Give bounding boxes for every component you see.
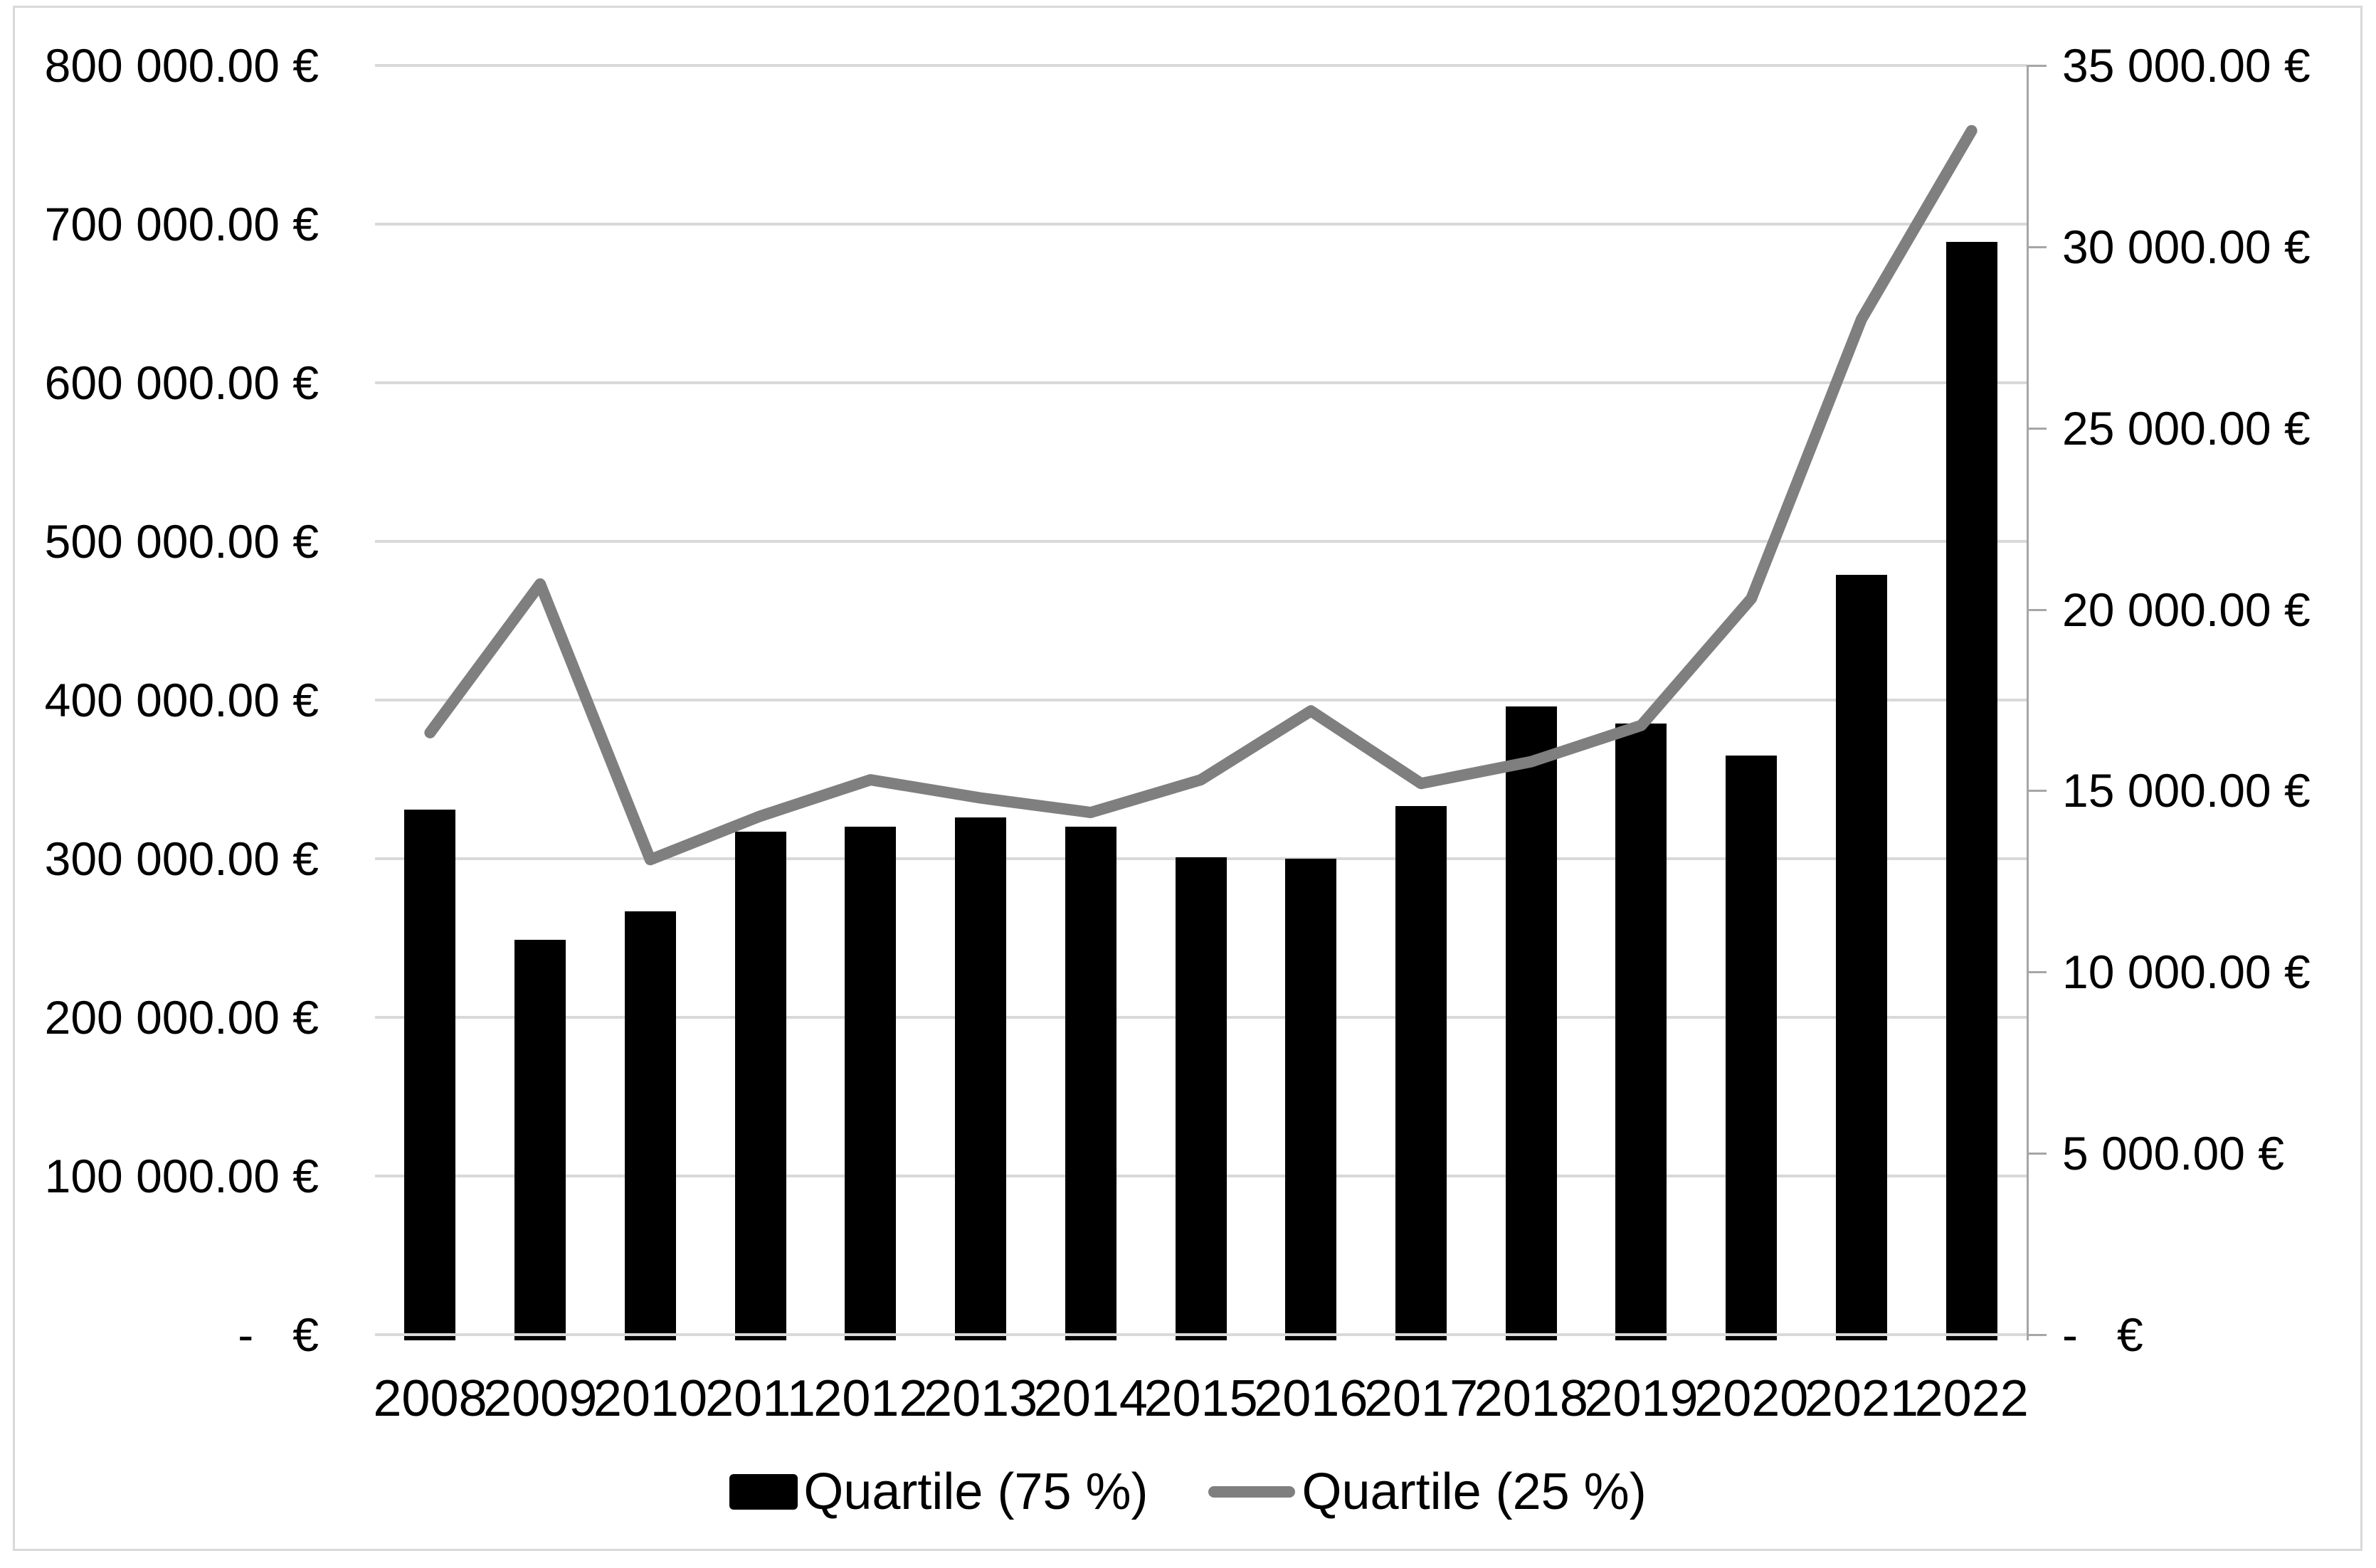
secondary-axis-line xyxy=(2027,65,2029,1340)
x-axis-label-2021: 2021 xyxy=(1804,1370,1919,1427)
secondary-axis-tick xyxy=(2027,1334,2047,1336)
right-axis-label: - € xyxy=(2062,1308,2143,1361)
legend-label-quartile-25: Quartile (25 %) xyxy=(1301,1463,1647,1520)
bar-2009 xyxy=(514,939,566,1340)
right-axis-label: 35 000.00 € xyxy=(2062,39,2311,92)
gridline xyxy=(375,699,2027,701)
left-axis-label: 100 000.00 € xyxy=(44,1150,319,1202)
legend-line-swatch-icon xyxy=(1208,1486,1295,1498)
right-axis-label: 10 000.00 € xyxy=(2062,945,2311,999)
right-axis-label: 25 000.00 € xyxy=(2062,401,2311,455)
bar-2020 xyxy=(1726,756,1778,1340)
secondary-axis-tick xyxy=(2027,427,2047,430)
gridline xyxy=(375,381,2027,384)
right-axis-label: 30 000.00 € xyxy=(2062,220,2311,273)
left-axis-label: 500 000.00 € xyxy=(44,515,319,568)
x-axis-label-2017: 2017 xyxy=(1363,1370,1479,1427)
secondary-axis-tick xyxy=(2027,971,2047,974)
left-axis-label: 700 000.00 € xyxy=(44,198,319,250)
gridline xyxy=(375,64,2027,67)
bar-2014 xyxy=(1065,827,1116,1340)
x-axis-label-2011: 2011 xyxy=(705,1370,815,1427)
right-axis-label: 5 000.00 € xyxy=(2062,1127,2284,1180)
left-axis-label: 200 000.00 € xyxy=(44,991,319,1044)
secondary-axis-tick xyxy=(2027,1153,2047,1155)
x-axis-label-2016: 2016 xyxy=(1254,1370,1368,1427)
bar-2013 xyxy=(955,817,1007,1340)
x-axis-label-2009: 2009 xyxy=(483,1370,598,1427)
x-axis-label-2020: 2020 xyxy=(1694,1370,1809,1427)
bar-2010 xyxy=(624,911,676,1340)
bar-2008 xyxy=(404,809,456,1340)
bar-2016 xyxy=(1285,859,1337,1340)
x-axis-baseline xyxy=(375,1333,2027,1336)
x-axis-label-2010: 2010 xyxy=(593,1370,707,1427)
right-axis-label: 20 000.00 € xyxy=(2062,583,2311,636)
bar-2018 xyxy=(1505,706,1557,1340)
chart-border-frame xyxy=(13,6,2362,1551)
gridline xyxy=(375,540,2027,543)
bar-2022 xyxy=(1945,241,1997,1340)
secondary-axis-tick xyxy=(2027,65,2047,67)
secondary-axis-tick xyxy=(2027,790,2047,793)
bar-2019 xyxy=(1615,724,1667,1340)
legend-label-quartile-75: Quartile (75 %) xyxy=(803,1463,1149,1520)
bar-2011 xyxy=(734,832,786,1340)
legend-bar-swatch-icon xyxy=(729,1474,798,1510)
secondary-axis-tick xyxy=(2027,608,2047,611)
bar-2015 xyxy=(1175,857,1227,1340)
x-axis-label-2018: 2018 xyxy=(1474,1370,1588,1427)
bar-2021 xyxy=(1835,574,1887,1340)
gridline xyxy=(375,223,2027,226)
bar-2012 xyxy=(845,827,897,1340)
legend: Quartile (75 %) Quartile (25 %) xyxy=(0,1460,2376,1524)
left-axis-label: - € xyxy=(238,1308,319,1361)
x-axis-label-2022: 2022 xyxy=(1914,1370,2029,1427)
x-axis-label-2015: 2015 xyxy=(1144,1370,1258,1427)
left-axis-label: 300 000.00 € xyxy=(44,832,319,885)
left-axis-label: 400 000.00 € xyxy=(44,674,319,726)
x-axis-label-2008: 2008 xyxy=(373,1370,487,1427)
left-axis-label: 800 000.00 € xyxy=(44,39,319,92)
right-axis-label: 15 000.00 € xyxy=(2062,764,2311,817)
bar-2017 xyxy=(1395,806,1447,1340)
x-axis-label-2019: 2019 xyxy=(1584,1370,1699,1427)
x-axis-label-2012: 2012 xyxy=(813,1370,928,1427)
x-axis-label-2014: 2014 xyxy=(1033,1370,1148,1427)
secondary-axis-tick xyxy=(2027,245,2047,248)
x-axis-label-2013: 2013 xyxy=(924,1370,1038,1427)
left-axis-label: 600 000.00 € xyxy=(44,356,319,409)
